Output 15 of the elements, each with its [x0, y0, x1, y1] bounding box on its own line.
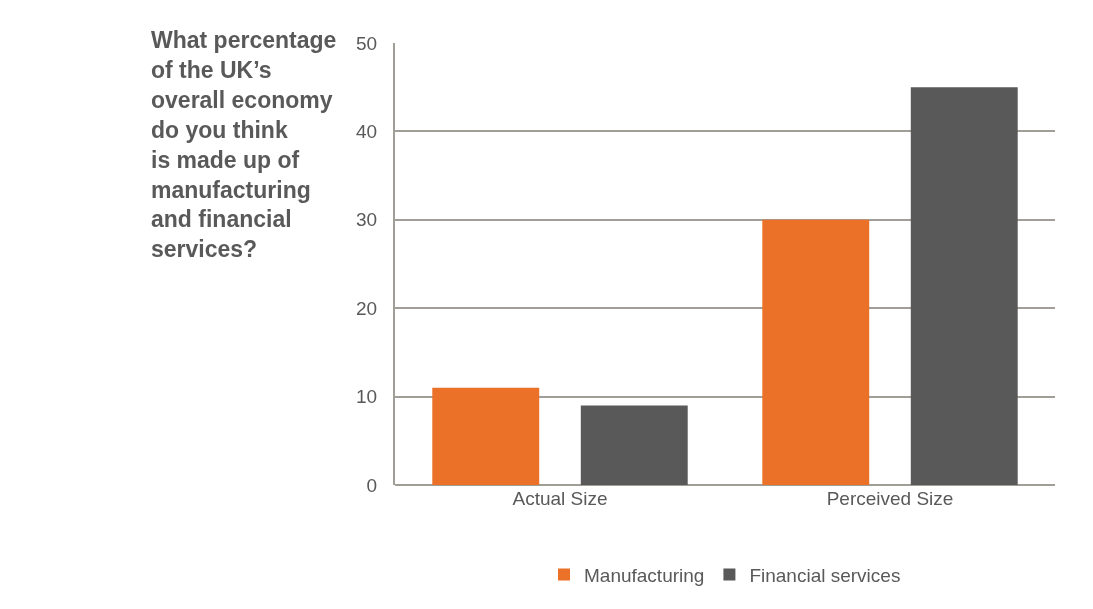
y-tick-label: 40 [356, 121, 378, 143]
bar [432, 387, 540, 485]
x-tick-label: Perceived Size [826, 488, 954, 509]
bar [910, 87, 1018, 485]
bar [580, 405, 688, 485]
legend-label: Financial services [749, 564, 901, 586]
legend-label: Manufacturing [584, 564, 705, 586]
text: What percentage of the UK’s overall economy do you think is made up of manufacturing and financial services? [151, 27, 337, 263]
y-tick-label: 20 [356, 297, 378, 319]
y-tick-label: 10 [356, 386, 378, 408]
y-tick-label: 0 [366, 474, 378, 496]
bar [762, 219, 870, 485]
y-tick-label: 50 [356, 32, 378, 54]
x-tick-label: Actual Size [512, 488, 608, 509]
y-tick-label: 30 [356, 209, 378, 231]
